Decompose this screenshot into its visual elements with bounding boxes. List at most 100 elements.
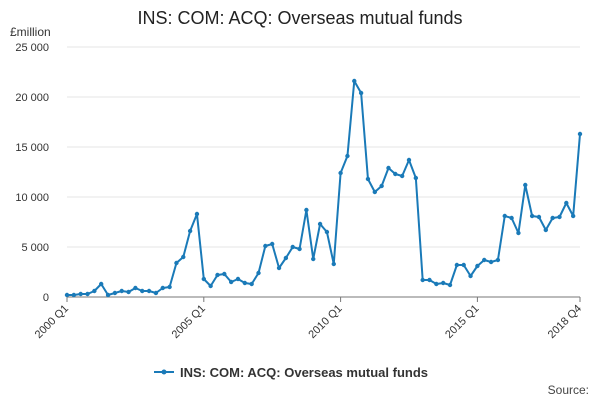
x-tick-label: 2010 Q1 <box>306 303 344 341</box>
data-point <box>468 273 473 279</box>
data-point <box>263 243 268 249</box>
data-point <box>92 288 97 294</box>
x-axis: 2000 Q1 2005 Q1 2010 Q1 2015 Q1 2018 Q4 <box>33 296 584 341</box>
data-point <box>420 277 425 283</box>
data-point <box>550 215 555 221</box>
data-point <box>304 207 309 213</box>
data-point <box>365 176 371 182</box>
data-point <box>249 281 254 287</box>
data-point <box>495 257 501 263</box>
data-point <box>577 131 583 137</box>
data-point <box>276 265 282 271</box>
y-tick-label: 15 000 <box>15 142 49 154</box>
y-tick-label: 0 <box>43 292 49 304</box>
data-point <box>352 78 357 84</box>
chart-title: INS: COM: ACQ: Overseas mutual funds <box>137 8 462 28</box>
data-point <box>406 157 412 163</box>
data-point <box>297 246 302 252</box>
data-point <box>543 227 548 233</box>
legend-label: INS: COM: ACQ: Overseas mutual funds <box>180 365 428 380</box>
data-point <box>222 271 227 277</box>
legend-marker <box>161 369 167 375</box>
data-point <box>441 280 446 286</box>
data-point <box>482 257 487 263</box>
data-point <box>447 282 453 288</box>
data-point <box>105 292 111 298</box>
data-point <box>358 90 364 96</box>
data-point <box>331 261 336 267</box>
data-point <box>290 244 295 250</box>
data-point <box>399 173 405 179</box>
data-point <box>372 189 377 195</box>
data-point <box>174 260 179 266</box>
data-point <box>140 288 145 294</box>
data-point <box>570 213 576 219</box>
data-point <box>215 272 220 278</box>
data-point <box>509 215 514 221</box>
data-point <box>523 182 528 188</box>
y-axis: 0 5 000 10 000 15 000 20 000 25 000 <box>15 42 49 304</box>
y-tick-label: 10 000 <box>15 192 49 204</box>
source-label: Source: <box>548 383 589 397</box>
data-point <box>317 221 323 227</box>
data-point <box>71 292 77 298</box>
x-tick-label: 2005 Q1 <box>170 303 208 341</box>
data-point <box>201 276 206 282</box>
data-point <box>324 229 330 235</box>
data-point <box>283 255 289 261</box>
data-point <box>338 170 343 176</box>
data-point <box>242 280 248 286</box>
data-point <box>393 171 398 177</box>
data-point <box>379 183 384 189</box>
data-point <box>454 262 460 268</box>
data-point <box>187 228 193 234</box>
gridlines <box>67 46 580 298</box>
data-point <box>146 288 152 294</box>
data-point <box>167 284 172 290</box>
y-tick-label: 20 000 <box>15 92 49 104</box>
data-point <box>133 285 138 291</box>
y-tick-label: 25 000 <box>15 42 49 54</box>
x-tick-label: 2018 Q4 <box>546 303 584 341</box>
legend[interactable]: INS: COM: ACQ: Overseas mutual funds <box>154 365 428 380</box>
data-point <box>434 281 439 287</box>
data-point <box>475 263 480 269</box>
data-point <box>270 241 275 247</box>
data-point <box>413 175 419 181</box>
data-point <box>256 270 261 276</box>
data-point <box>208 283 213 289</box>
data-point <box>536 214 542 220</box>
data-point <box>112 290 118 296</box>
data-point <box>461 262 466 268</box>
x-tick-label: 2000 Q1 <box>33 303 71 341</box>
data-point <box>557 214 562 220</box>
data-point <box>427 277 432 283</box>
y-axis-unit-label: £million <box>10 25 51 39</box>
y-tick-label: 5 000 <box>21 242 49 254</box>
data-point <box>64 292 70 298</box>
data-point <box>488 259 494 265</box>
data-point <box>78 291 83 297</box>
data-point <box>160 285 165 291</box>
data-point <box>502 213 507 219</box>
data-point <box>345 153 350 159</box>
data-point <box>126 289 131 295</box>
data-point <box>564 200 569 206</box>
data-point <box>99 281 104 287</box>
data-point <box>311 256 316 262</box>
data-point <box>386 165 391 171</box>
data-point <box>85 291 90 297</box>
x-tick-label: 2015 Q1 <box>443 303 481 341</box>
data-point <box>529 213 535 219</box>
series-line <box>67 80 581 296</box>
series-group <box>64 78 583 298</box>
data-point <box>153 290 159 296</box>
data-point <box>194 211 200 217</box>
data-point <box>119 288 124 294</box>
data-point <box>516 230 521 236</box>
data-point <box>235 276 241 282</box>
data-point <box>181 254 186 260</box>
data-point <box>228 279 234 285</box>
